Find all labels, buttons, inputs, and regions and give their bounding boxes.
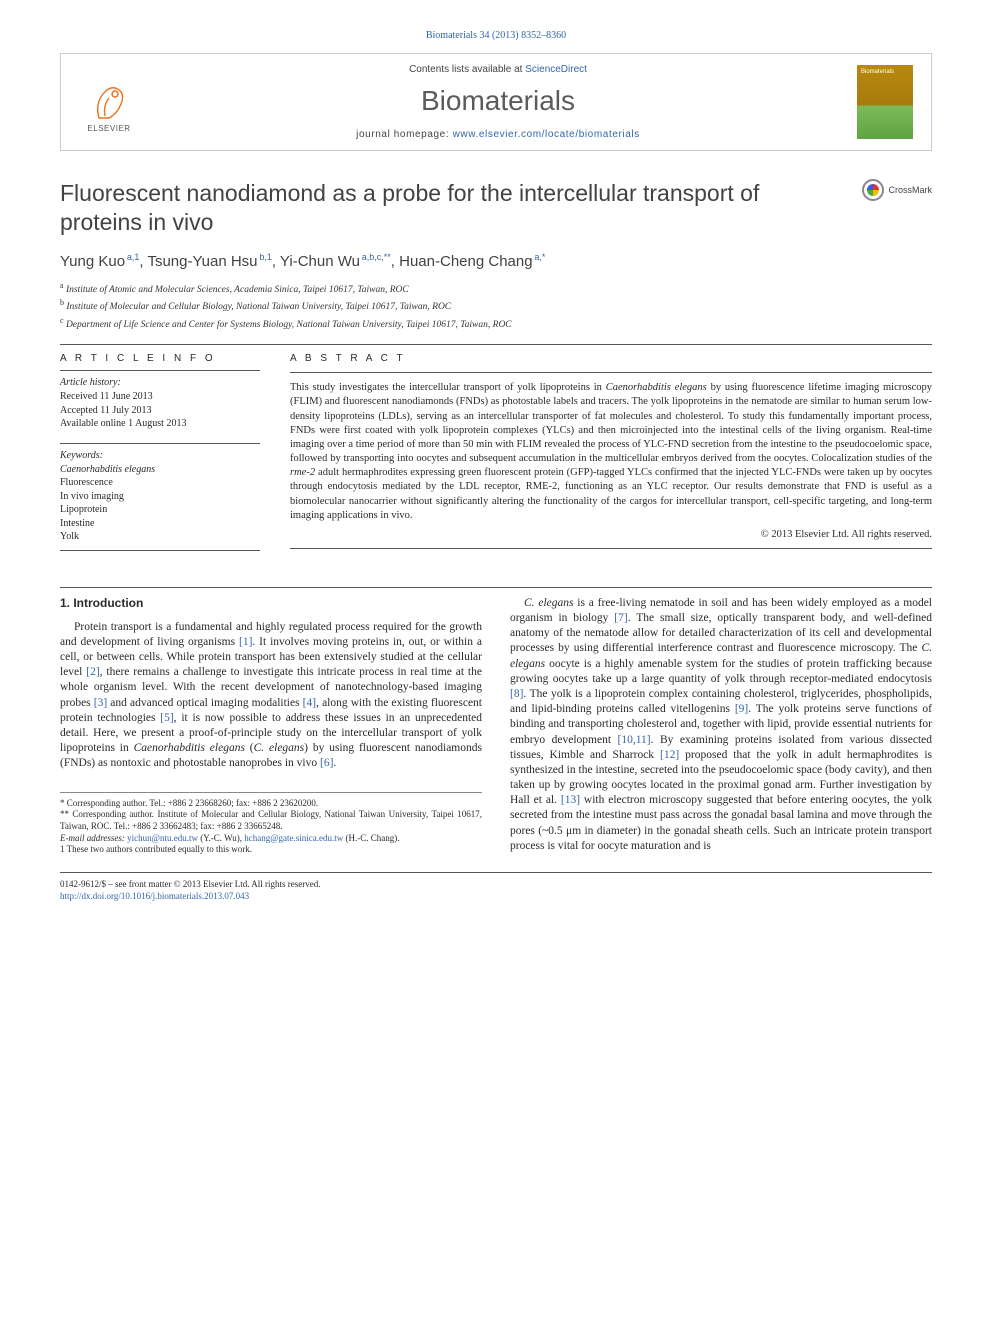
intro-paragraph-1: Protein transport is a fundamental and h… — [60, 620, 482, 772]
article-info-column: A R T I C L E I N F O Article history: R… — [60, 353, 260, 557]
info-rule — [60, 370, 260, 371]
corresponding-2: ** Corresponding author. Institute of Mo… — [60, 809, 482, 832]
email-1-who: (Y.-C. Wu), — [198, 833, 244, 843]
article-info-heading: A R T I C L E I N F O — [60, 353, 260, 364]
header-center: Contents lists available at ScienceDirec… — [157, 64, 839, 140]
author-list: Yung Kuo a,1, Tsung-Yuan Hsu b,1, Yi-Chu… — [60, 252, 932, 270]
equal-contribution: 1 These two authors contributed equally … — [60, 844, 482, 856]
email-1[interactable]: yichun@ntu.edu.tw — [127, 833, 198, 843]
keywords-head: Keywords: — [60, 450, 260, 461]
page-footer: 0142-9612/$ – see front matter © 2013 El… — [60, 872, 932, 902]
affiliations: a Institute of Atomic and Molecular Scie… — [60, 280, 932, 332]
elsevier-brand-text: ELSEVIER — [87, 124, 130, 133]
history-head: Article history: — [60, 377, 260, 388]
running-citation: Biomaterials 34 (2013) 8352–8360 — [60, 30, 932, 41]
section-rule — [60, 587, 932, 588]
section-heading: 1. Introduction — [60, 596, 482, 612]
abstract-copyright: © 2013 Elsevier Ltd. All rights reserved… — [290, 529, 932, 540]
corresponding-1: * Corresponding author. Tel.: +886 2 236… — [60, 798, 482, 810]
abstract-rule — [290, 372, 932, 373]
sciencedirect-link[interactable]: ScienceDirect — [525, 64, 587, 75]
abstract-rule — [290, 548, 932, 549]
homepage-url[interactable]: www.elsevier.com/locate/biomaterials — [453, 129, 640, 140]
article-title: Fluorescent nanodiamond as a probe for t… — [60, 179, 846, 238]
history-items: Received 11 June 2013Accepted 11 July 20… — [60, 390, 260, 431]
email-line: E-mail addresses: yichun@ntu.edu.tw (Y.-… — [60, 833, 482, 845]
keywords-list: Caenorhabditis elegansFluorescenceIn viv… — [60, 463, 260, 544]
info-rule — [60, 443, 260, 444]
section-rule — [60, 344, 932, 345]
email-2[interactable]: hchang@gate.sinica.edu.tw — [244, 833, 343, 843]
email-label: E-mail addresses: — [60, 833, 125, 843]
elsevier-logo: ELSEVIER — [79, 71, 139, 133]
contents-available: Contents lists available at ScienceDirec… — [157, 64, 839, 75]
crossmark-icon — [862, 179, 884, 201]
email-2-who: (H.-C. Chang). — [343, 833, 399, 843]
body-columns: 1. Introduction Protein transport is a f… — [60, 596, 932, 856]
crossmark-badge[interactable]: CrossMark — [862, 179, 932, 201]
footnotes: * Corresponding author. Tel.: +886 2 236… — [60, 792, 482, 856]
contents-prefix: Contents lists available at — [409, 64, 525, 75]
journal-homepage: journal homepage: www.elsevier.com/locat… — [157, 129, 839, 140]
abstract-column: A B S T R A C T This study investigates … — [290, 353, 932, 557]
front-matter: 0142-9612/$ – see front matter © 2013 El… — [60, 879, 321, 891]
intro-paragraph-2: C. elegans is a free-living nematode in … — [510, 596, 932, 854]
crossmark-label: CrossMark — [888, 185, 932, 195]
abstract-heading: A B S T R A C T — [290, 353, 932, 364]
journal-name: Biomaterials — [157, 85, 839, 117]
homepage-prefix: journal homepage: — [356, 129, 452, 140]
info-rule — [60, 550, 260, 551]
abstract-text: This study investigates the intercellula… — [290, 381, 932, 523]
journal-header-box: ELSEVIER Contents lists available at Sci… — [60, 53, 932, 151]
doi-link[interactable]: http://dx.doi.org/10.1016/j.biomaterials… — [60, 891, 321, 903]
journal-cover-thumbnail — [857, 65, 913, 139]
